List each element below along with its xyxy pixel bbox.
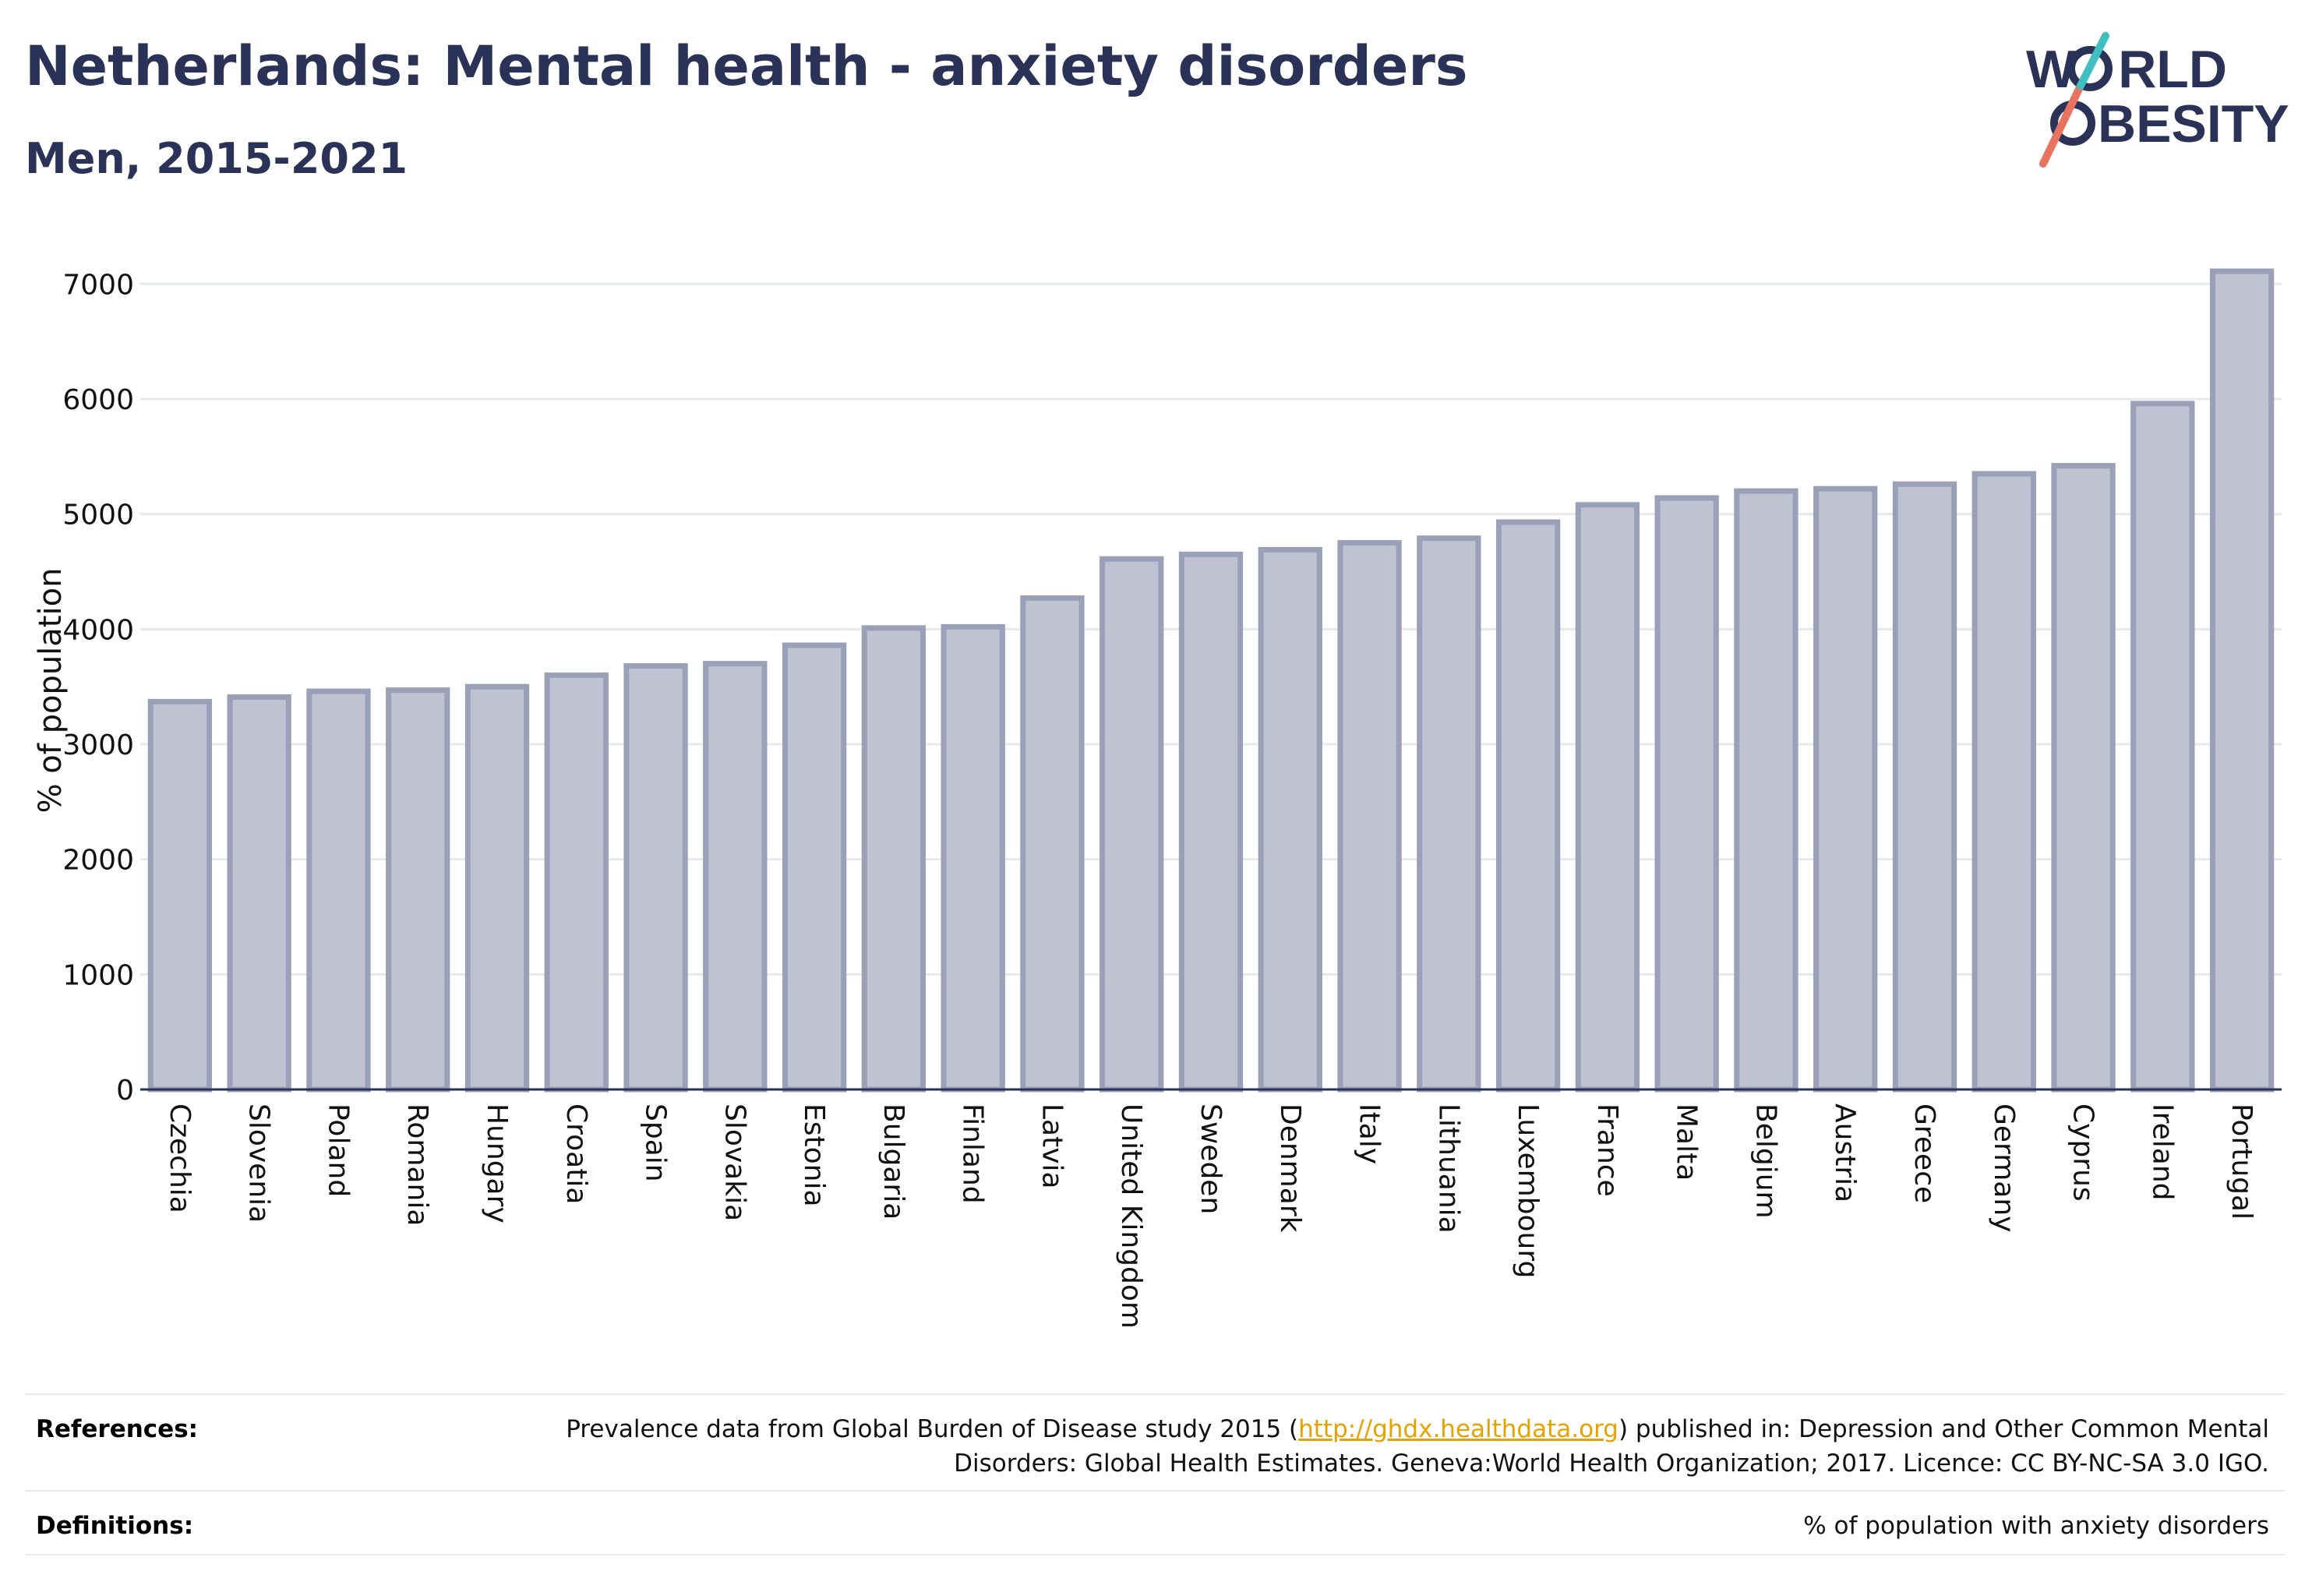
footer-divider-bottom — [25, 1554, 2285, 1555]
x-tick-label: Croatia — [560, 1103, 592, 1204]
bar-latvia — [1020, 595, 1085, 1093]
x-tick-label: Ireland — [2146, 1103, 2178, 1201]
y-tick-labels: 0 1000 2000 3000 4000 5000 6000 7000 — [62, 269, 134, 1107]
x-tick-label: Italy — [1354, 1103, 1385, 1164]
x-tick-label: Germany — [1988, 1103, 2020, 1232]
logo-text-besity: BESITY — [2098, 94, 2289, 154]
bar-denmark — [1258, 546, 1322, 1093]
bar-czechia — [147, 698, 213, 1093]
bar-poland — [306, 688, 371, 1093]
footer-divider-top — [25, 1393, 2285, 1395]
bar-france — [1575, 502, 1640, 1093]
x-tick-label: Czechia — [164, 1103, 196, 1213]
bar-estonia — [782, 642, 847, 1093]
bar-croatia — [544, 672, 609, 1093]
bar-germany — [1971, 471, 2036, 1093]
y-tick-label: 3000 — [62, 729, 134, 761]
logo-text-rld: RLD — [2118, 40, 2227, 99]
references-link[interactable]: http://ghdx.healthdata.org — [1298, 1415, 1618, 1443]
x-tick-label: United Kingdom — [1115, 1103, 1147, 1329]
x-tick-label: Latvia — [1036, 1103, 1068, 1189]
bar-united-kingdom — [1100, 556, 1164, 1093]
y-tick-label: 7000 — [62, 269, 134, 301]
y-tick-label: 6000 — [62, 384, 134, 416]
x-tick-label: Slovenia — [243, 1103, 275, 1223]
bar-ireland — [2130, 401, 2195, 1093]
bar-greece — [1892, 481, 1957, 1093]
bar-slovenia — [227, 694, 291, 1093]
bar-lithuania — [1417, 535, 1481, 1093]
y-tick-label: 0 — [116, 1075, 134, 1107]
x-tick-label: Malta — [1671, 1103, 1703, 1181]
bar-belgium — [1734, 488, 1798, 1093]
definitions-text: % of population with anxiety disorders — [1803, 1512, 2269, 1540]
bar-sweden — [1178, 551, 1244, 1093]
x-tick-label: Sweden — [1195, 1103, 1227, 1214]
bar-slovakia — [703, 661, 768, 1093]
references-text: Prevalence data from Global Burden of Di… — [555, 1412, 2269, 1481]
references-label: References: — [36, 1415, 199, 1443]
x-tick-label: France — [1591, 1103, 1623, 1197]
x-tick-label: Finland — [957, 1103, 989, 1204]
bar-austria — [1813, 486, 1878, 1093]
logo-slash-teal — [2077, 32, 2109, 90]
y-tick-label: 2000 — [62, 845, 134, 877]
bar-portugal — [2209, 268, 2275, 1093]
x-tick-label: Denmark — [1274, 1103, 1306, 1233]
bar-romania — [386, 687, 450, 1093]
chart-title: Netherlands: Mental health - anxiety dis… — [25, 34, 1468, 98]
bar-hungary — [464, 683, 530, 1093]
y-tick-label: 1000 — [62, 959, 134, 991]
x-tick-label: Hungary — [481, 1103, 513, 1223]
x-tick-label: Poland — [322, 1103, 354, 1197]
chart-subtitle: Men, 2015-2021 — [25, 134, 408, 183]
x-tick-label: Luxembourg — [1512, 1103, 1544, 1278]
world-obesity-logo: W RLD BESITY — [2026, 32, 2289, 168]
x-tick-label: Lithuania — [1432, 1103, 1464, 1234]
references-text-after: ) published in: Depression and Other Com… — [954, 1415, 2269, 1478]
bar-finland — [941, 623, 1005, 1093]
x-tick-label: Austria — [1829, 1103, 1861, 1202]
bar-italy — [1337, 540, 1402, 1093]
x-tick-label: Romania — [401, 1103, 433, 1226]
bars — [140, 268, 2282, 1093]
y-tick-label: 5000 — [62, 500, 134, 531]
bar-luxembourg — [1495, 519, 1561, 1093]
x-tick-label: Spain — [640, 1103, 672, 1182]
y-tick-label: 4000 — [62, 614, 134, 646]
bar-malta — [1654, 495, 1719, 1093]
bar-cyprus — [2051, 463, 2116, 1093]
bar-spain — [623, 663, 688, 1093]
x-tick-label: Cyprus — [2067, 1103, 2099, 1202]
x-tick-label: Portugal — [2226, 1103, 2257, 1220]
bar-chart: 0 1000 2000 3000 4000 5000 6000 7000 Czechia Slo… — [33, 268, 2282, 1329]
logo-slash-coral — [2039, 82, 2084, 168]
logo-o-top — [2067, 46, 2113, 91]
y-axis-label: % of population — [33, 568, 69, 814]
x-tick-label: Estonia — [798, 1103, 830, 1207]
x-tick-label: Greece — [1908, 1103, 1940, 1203]
references-text-before: Prevalence data from Global Burden of Di… — [566, 1415, 1299, 1443]
x-tick-label: Belgium — [1749, 1103, 1781, 1219]
footer-divider-middle — [25, 1490, 2285, 1492]
x-tick-label: Slovakia — [718, 1103, 750, 1221]
x-tick-label: Bulgaria — [877, 1103, 909, 1220]
bar-bulgaria — [861, 625, 927, 1093]
x-tick-labels: Czechia Slovenia Poland Romania Hungary Croat… — [164, 1103, 2257, 1329]
definitions-label: Definitions: — [36, 1512, 194, 1540]
